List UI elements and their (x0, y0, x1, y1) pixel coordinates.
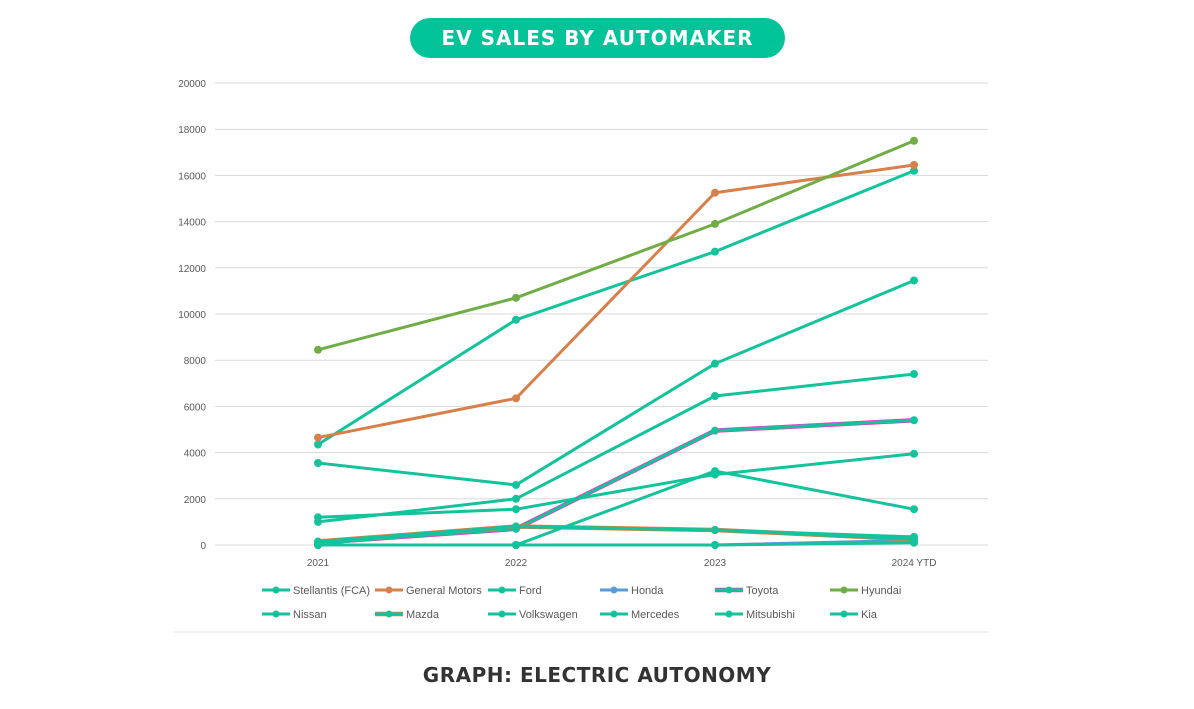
data-point (512, 315, 520, 324)
x-tick-label: 2023 (704, 558, 727, 569)
x-tick-label: 2024 YTD (892, 558, 937, 569)
data-point (512, 494, 520, 503)
data-point (314, 345, 322, 354)
legend-marker (498, 586, 506, 594)
legend-marker (725, 610, 733, 618)
data-point (512, 480, 520, 489)
legend-label: General Motors (406, 585, 482, 597)
y-tick-label: 8000 (184, 356, 207, 367)
y-tick-label: 6000 (184, 402, 207, 413)
legend-marker (610, 586, 618, 594)
data-point (512, 505, 520, 514)
data-point (910, 136, 918, 145)
data-point (314, 440, 322, 449)
data-point (910, 161, 918, 170)
y-tick-label: 12000 (178, 264, 206, 275)
data-point (711, 467, 719, 476)
legend-label: Honda (631, 585, 664, 597)
legend-marker (272, 610, 280, 618)
x-tick-label: 2022 (505, 558, 528, 569)
data-point (314, 539, 322, 548)
data-point (711, 219, 719, 228)
legend-label: Volkswagen (519, 609, 578, 621)
data-point (512, 293, 520, 302)
y-tick-label: 10000 (178, 310, 206, 321)
legend-marker (385, 586, 393, 594)
series-line (317, 279, 915, 487)
data-point (711, 188, 719, 197)
legend-label: Mitsubishi (746, 609, 795, 621)
data-point (314, 458, 322, 467)
legend-marker (840, 586, 848, 594)
series-line (317, 139, 915, 352)
data-point (314, 433, 322, 442)
data-point (711, 426, 719, 435)
data-point (711, 359, 719, 368)
series-line (317, 169, 915, 446)
data-point (910, 276, 918, 285)
y-tick-label: 14000 (178, 218, 206, 229)
x-tick-label: 2021 (307, 558, 330, 569)
legend-marker (725, 586, 733, 594)
legend-marker (498, 610, 506, 618)
source-caption: GRAPH: ELECTRIC AUTONOMY (422, 663, 772, 687)
data-point (910, 449, 918, 458)
series-line-edge (317, 418, 915, 545)
y-tick-label: 16000 (178, 171, 206, 182)
y-tick-label: 0 (200, 541, 206, 552)
data-point (910, 505, 918, 514)
legend-label: Stellantis (FCA) (293, 585, 370, 597)
data-point (512, 522, 520, 531)
legend-label: Mercedes (631, 609, 680, 621)
data-point (910, 166, 918, 175)
data-point (711, 541, 719, 549)
series-line (317, 372, 915, 524)
legend-label: Ford (519, 585, 542, 597)
series-line (318, 541, 915, 547)
data-point (910, 532, 918, 541)
legend-marker (610, 610, 618, 618)
series-line (317, 525, 915, 546)
legend-label: Nissan (293, 609, 327, 621)
legend-marker (840, 610, 848, 618)
data-point (314, 517, 322, 526)
y-tick-label: 2000 (184, 495, 207, 506)
y-tick-label: 4000 (184, 449, 207, 460)
data-point (910, 416, 918, 425)
series-line (317, 452, 915, 519)
legend-marker (272, 586, 280, 594)
data-point (512, 541, 520, 549)
y-tick-label: 18000 (178, 125, 206, 136)
legend-label: Kia (861, 609, 878, 621)
data-point (711, 392, 719, 401)
legend-marker (385, 610, 393, 618)
data-point (910, 370, 918, 379)
series-line (317, 163, 915, 440)
data-point (711, 525, 719, 534)
legend-label: Toyota (746, 585, 779, 597)
legend-label: Mazda (406, 609, 440, 621)
data-point (910, 538, 918, 547)
chart-title-badge: EV SALES BY AUTOMAKER (410, 18, 785, 58)
y-tick-label: 20000 (178, 79, 206, 90)
data-point (711, 247, 719, 256)
data-point (512, 394, 520, 403)
legend-label: Hyundai (861, 585, 901, 597)
